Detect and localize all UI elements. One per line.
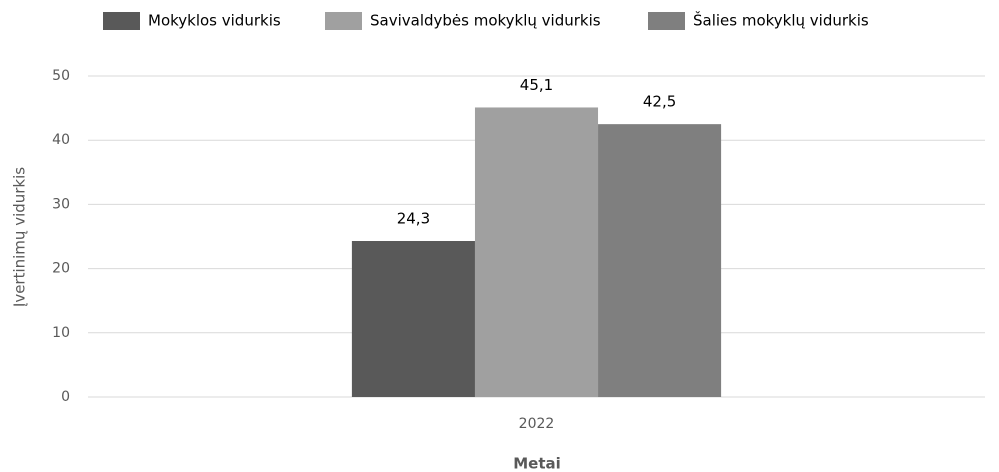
- value-label: 24,3: [397, 209, 430, 227]
- bar: [351, 240, 475, 397]
- legend-text: Savivaldybės mokyklų vidurkis: [370, 12, 601, 30]
- x-tick-label: 2022: [519, 416, 555, 432]
- legend-swatch: [325, 12, 362, 30]
- bar: [598, 124, 722, 398]
- legend-swatch: [103, 12, 140, 30]
- x-axis-title: Metai: [513, 455, 561, 472]
- value-label: 42,5: [643, 93, 676, 111]
- y-tick-label: 20: [52, 261, 70, 277]
- y-tick-label: 10: [52, 325, 70, 341]
- y-axis-title: Įvertinimų vidurkis: [11, 167, 29, 307]
- y-tick-label: 40: [52, 132, 70, 148]
- y-tick-label: 50: [52, 68, 70, 84]
- value-label: 45,1: [520, 76, 553, 94]
- y-tick-label: 0: [61, 389, 70, 405]
- legend-swatch: [648, 12, 685, 30]
- legend-text: Šalies mokyklų vidurkis: [693, 11, 869, 30]
- legend-text: Mokyklos vidurkis: [148, 12, 281, 30]
- y-tick-label: 30: [52, 196, 70, 212]
- bar: [474, 107, 599, 397]
